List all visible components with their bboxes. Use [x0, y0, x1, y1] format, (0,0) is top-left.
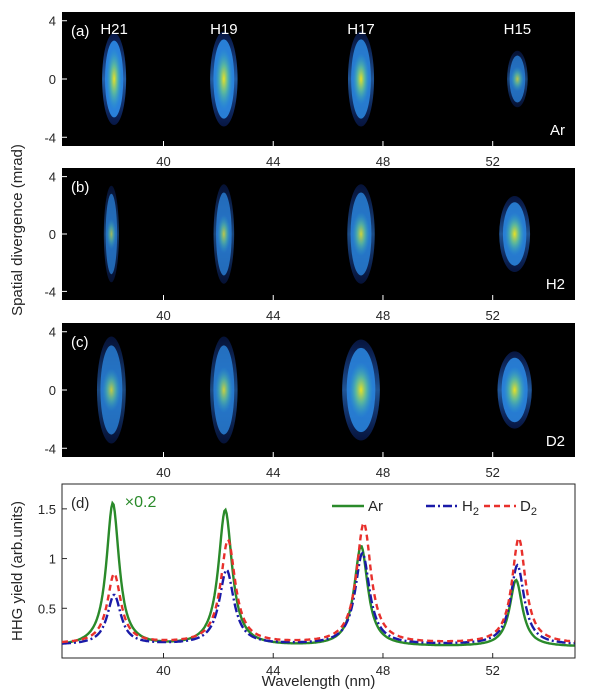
- x-tick-label: 48: [376, 663, 390, 678]
- gas-label: D2: [546, 433, 565, 450]
- legend: Ar H2 D2: [332, 498, 537, 518]
- series-line-d2: [62, 520, 575, 644]
- scale-annotation: ×0.2: [125, 494, 157, 511]
- y-tick-label: 0: [49, 72, 56, 87]
- x-tick-label: 44: [266, 154, 280, 169]
- x-axis-label: Wavelength (nm): [262, 673, 376, 690]
- harmonic-spot-h21: [103, 185, 119, 283]
- harmonic-spot-h19: [213, 184, 235, 284]
- harmonic-spot-h17: [342, 339, 380, 441]
- panel-letter: (c): [71, 334, 89, 351]
- x-tick-label: 44: [266, 465, 280, 480]
- spot-core: [106, 47, 122, 111]
- y-axis-label: HHG yield (arb.units): [9, 501, 26, 641]
- harmonic-spot-h21: [96, 336, 126, 444]
- y-tick-label: 0: [49, 383, 56, 398]
- harmonic-spot-h21: [102, 32, 127, 126]
- y-tick-label: -4: [44, 130, 56, 145]
- x-tick-label: 40: [156, 465, 170, 480]
- y-tick-label: 0.5: [38, 601, 56, 616]
- x-tick-label: 40: [156, 154, 170, 169]
- panel-4: 1.5 1 0.5 40 44 48 52 Wavelength (nm) HHG yield …: [9, 483, 576, 690]
- x-tick-label: 40: [156, 663, 170, 678]
- spot-core: [352, 211, 370, 257]
- legend-label: H2: [462, 498, 479, 518]
- spot-core: [102, 368, 121, 412]
- x-tick-label: 44: [266, 308, 280, 323]
- panel-letter: (b): [71, 179, 89, 196]
- spot-core: [510, 66, 524, 92]
- spot-core: [217, 214, 231, 254]
- harmonic-spot-h17: [347, 184, 375, 284]
- x-tick-label: 44: [266, 663, 280, 678]
- y-tick-label: -4: [44, 441, 56, 456]
- series-line-h2: [62, 551, 575, 645]
- heatmap-background: [62, 323, 575, 457]
- spot-core: [352, 53, 370, 105]
- legend-label: Ar: [368, 498, 383, 515]
- y-tick-label: 0: [49, 227, 56, 242]
- y-tick-label: 4: [49, 170, 56, 185]
- y-tick-label: -4: [44, 284, 56, 299]
- spot-core: [106, 218, 117, 250]
- harmonic-spot-h19: [210, 31, 238, 127]
- harmonic-label-h19: H19: [210, 21, 238, 38]
- harmonic-label-h17: H17: [347, 21, 375, 38]
- spot-core: [504, 212, 525, 256]
- panel-letter: (d): [71, 495, 89, 512]
- spot-core: [215, 48, 233, 110]
- harmonic-spot-h15: [499, 195, 531, 273]
- x-tick-label: 52: [485, 663, 499, 678]
- y-tick-label: 1: [49, 552, 56, 567]
- heatmap-background: [62, 168, 575, 300]
- spot-core: [215, 367, 233, 413]
- spot-core: [503, 366, 526, 414]
- y-tick-label: 1.5: [38, 502, 56, 517]
- legend-label: D2: [520, 498, 537, 518]
- y-tick-label: 4: [49, 14, 56, 29]
- shared-y-axis-label: Spatial divergence (mrad): [9, 144, 26, 316]
- x-tick-label: 52: [485, 465, 499, 480]
- heatmap-background: [62, 12, 575, 146]
- spot-core: [348, 362, 374, 418]
- harmonic-spot-h15: [497, 351, 532, 429]
- panel-letter: (a): [71, 23, 89, 40]
- harmonic-spot-h15: [507, 50, 528, 108]
- harmonic-spot-h19: [210, 336, 238, 444]
- harmonic-spot-h17: [347, 31, 375, 127]
- gas-label: H2: [546, 276, 565, 293]
- x-tick-label: 40: [156, 308, 170, 323]
- y-tick-label: 4: [49, 325, 56, 340]
- x-tick-label: 48: [376, 308, 390, 323]
- plot-frame: [61, 483, 576, 659]
- x-tick-label: 52: [485, 154, 499, 169]
- x-tick-label: 48: [376, 465, 390, 480]
- harmonic-label-h15: H15: [504, 21, 532, 38]
- harmonic-label-h21: H21: [100, 21, 128, 38]
- x-tick-label: 48: [376, 154, 390, 169]
- gas-label: Ar: [550, 122, 565, 139]
- x-tick-label: 52: [485, 308, 499, 323]
